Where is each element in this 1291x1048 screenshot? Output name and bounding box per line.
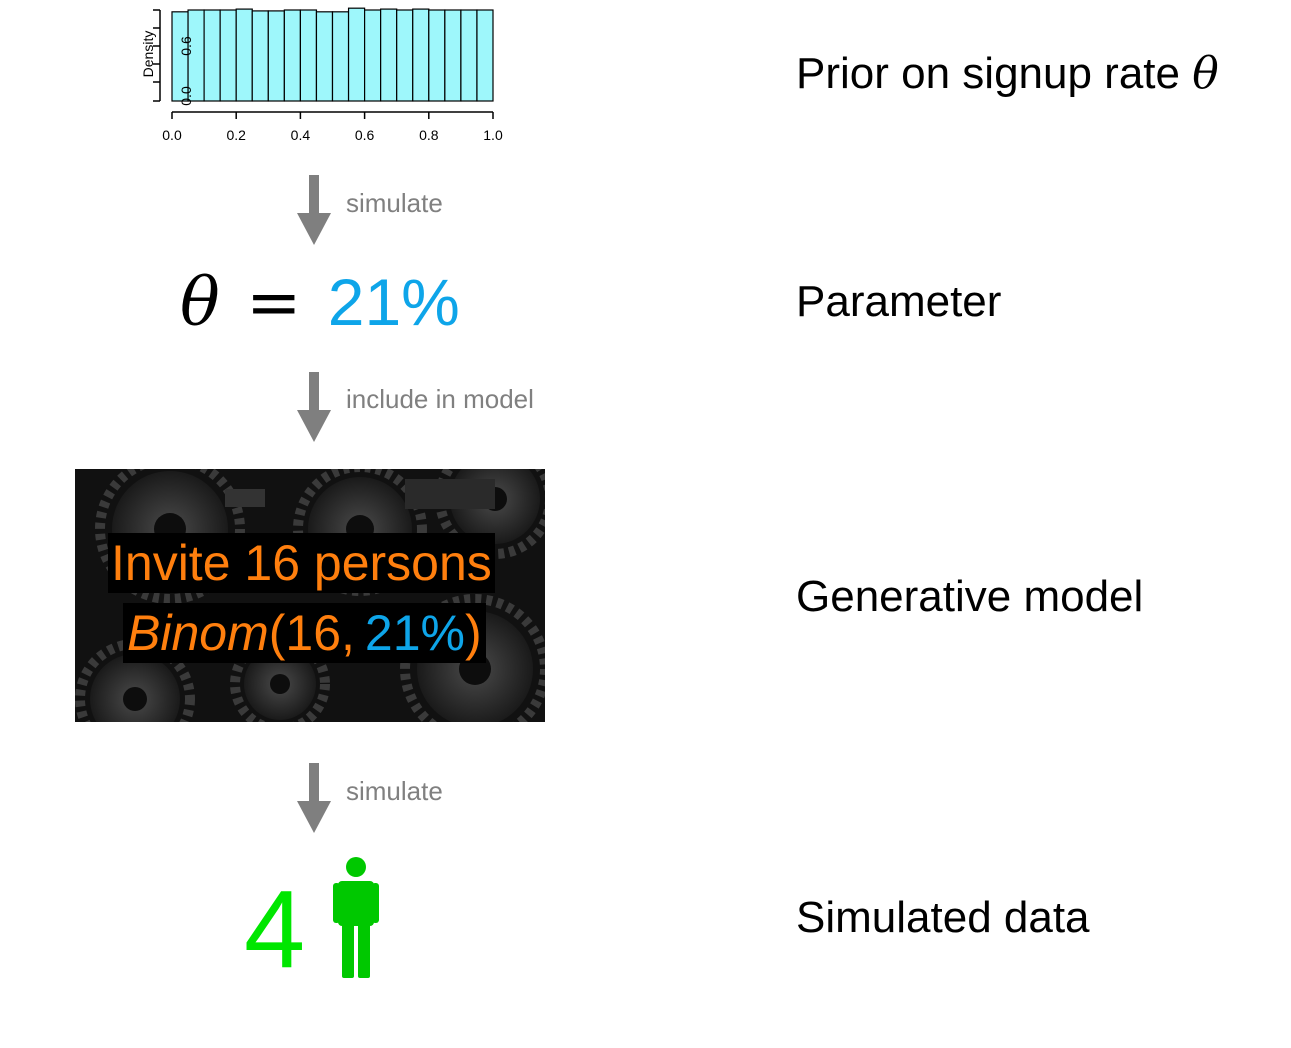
histogram-bar — [476, 9, 494, 102]
generative-model-image: Invite 16 persons Binom(16, 21%) — [75, 469, 545, 722]
label-prior: Prior on signup rate θ — [796, 48, 1219, 99]
x-ticks: 0.0 0.2 0.4 0.6 0.8 1.0 — [162, 112, 503, 143]
label-generative-model: Generative model — [796, 572, 1144, 621]
arrow-down-icon — [297, 763, 331, 833]
histogram-bar — [412, 8, 430, 102]
model-line-binom: Binom(16, 21%) — [123, 603, 486, 663]
histogram-bar — [364, 9, 382, 102]
y-tick-label: 0.0 — [178, 86, 194, 106]
histogram-bar — [283, 9, 302, 102]
arrow-down-icon — [297, 372, 331, 442]
x-tick-label: 0.8 — [419, 127, 439, 143]
gears-background-icon — [75, 469, 545, 722]
simulated-count: 4 — [244, 868, 306, 991]
x-tick-label: 0.6 — [355, 127, 375, 143]
parameter-value: 21% — [327, 265, 460, 339]
histogram-bar — [203, 9, 221, 102]
histogram-bar — [380, 8, 398, 102]
histogram-bar — [315, 11, 334, 102]
binom-value: 21% — [364, 605, 465, 661]
x-tick-label: 1.0 — [483, 127, 503, 143]
label-prior-theta: θ — [1192, 48, 1219, 99]
binom-name: Binom — [127, 605, 269, 661]
histogram-bar — [299, 9, 318, 102]
label-simulated-data: Simulated data — [796, 893, 1090, 942]
binom-open: (16, — [268, 605, 355, 661]
binom-close: ) — [464, 605, 482, 661]
step-label-simulate: simulate — [346, 776, 443, 806]
histogram-bars — [171, 7, 494, 102]
x-tick-label: 0.4 — [291, 127, 311, 143]
histogram-bar — [251, 10, 269, 102]
step-label-simulate: simulate — [346, 188, 443, 218]
equals-sign: = — [246, 264, 302, 341]
step-label-include: include in model — [346, 384, 534, 414]
histogram-bar — [267, 10, 285, 102]
x-tick-label: 0.2 — [226, 127, 246, 143]
histogram-bar — [460, 9, 478, 102]
histogram-bar — [331, 11, 350, 102]
model-line-invite: Invite 16 persons — [108, 533, 495, 593]
person-icon — [333, 857, 379, 978]
prior-histogram: 0.0 0.6 Density 0.0 0.2 0.4 0.6 0.8 1.0 — [140, 7, 503, 143]
parameter-expression: θ = 21% — [180, 262, 460, 342]
histogram-bar — [219, 9, 237, 102]
histogram-bar — [347, 7, 366, 102]
theta-symbol: θ — [180, 264, 220, 341]
histogram-bar — [235, 8, 253, 102]
arrow-down-icon — [297, 175, 331, 245]
histogram-bar — [428, 9, 446, 102]
y-axis-label: Density — [140, 31, 156, 78]
label-parameter: Parameter — [796, 277, 1002, 326]
histogram-bar — [396, 9, 414, 102]
label-prior-text: Prior on signup rate — [796, 49, 1180, 98]
y-tick-label: 0.6 — [178, 36, 194, 56]
histogram-bar — [444, 9, 462, 102]
x-tick-label: 0.0 — [162, 127, 182, 143]
